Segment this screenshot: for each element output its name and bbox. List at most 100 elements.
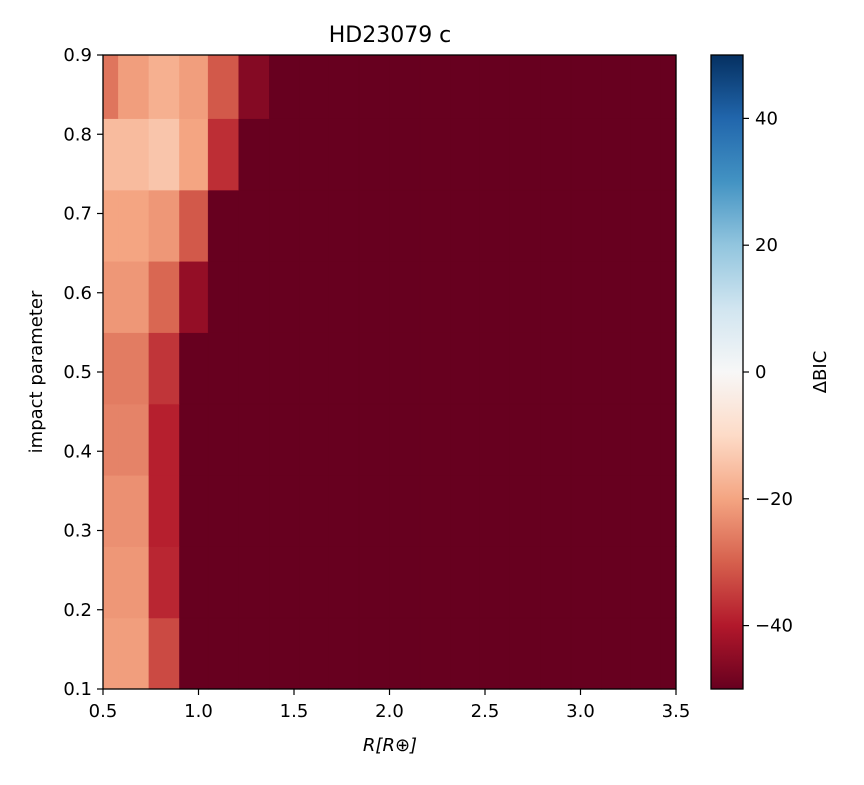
heatmap-cell — [601, 189, 631, 262]
heatmap-cell — [299, 474, 329, 547]
chart-title: HD23079 c — [329, 23, 452, 48]
heatmap-cell — [179, 546, 209, 619]
y-axis-label: impact parameter — [26, 290, 47, 453]
heatmap-cell — [509, 617, 541, 690]
heatmap-cell — [148, 332, 180, 405]
heatmap-cell — [118, 332, 150, 405]
colorbar — [710, 54, 744, 690]
colorbar-tick-label: 0 — [755, 362, 766, 383]
heatmap-cell — [299, 118, 329, 191]
heatmap-cell — [358, 546, 391, 619]
heatmap-cell — [238, 332, 270, 405]
heatmap-cell — [328, 54, 360, 119]
heatmap-cell — [148, 617, 180, 690]
x-tick-label: 1.5 — [280, 701, 309, 722]
heatmap-cell — [148, 189, 180, 262]
heatmap-cell — [358, 617, 391, 690]
heatmap-cell — [419, 546, 452, 619]
heatmap-cell — [148, 474, 180, 547]
heatmap-cell — [358, 54, 391, 119]
heatmap-cell — [238, 403, 270, 476]
heatmap-cell — [179, 189, 209, 262]
heatmap-cell — [358, 332, 391, 405]
heatmap-cell — [389, 332, 421, 405]
heatmap-cell — [570, 54, 603, 119]
heatmap-cell — [509, 403, 541, 476]
heatmap-cell — [479, 260, 511, 333]
heatmap-cell — [102, 617, 119, 690]
heatmap-cell — [118, 403, 150, 476]
heatmap-cell — [358, 260, 391, 333]
y-axis-ticks: 0.1 0.2 0.3 0.4 0.5 0.6 0.7 0.8 0.9 — [63, 45, 103, 700]
heatmap-cell — [660, 260, 677, 333]
heatmap-cell — [601, 260, 631, 333]
heatmap-cell — [509, 332, 541, 405]
heatmap-cell — [299, 403, 329, 476]
y-tick-label: 0.1 — [63, 679, 92, 700]
heatmap-cell — [389, 546, 421, 619]
heatmap-cell — [479, 118, 511, 191]
heatmap-cell — [358, 118, 391, 191]
heatmap-cell — [207, 474, 240, 547]
heatmap-cell — [238, 474, 270, 547]
heatmap-cell — [509, 189, 541, 262]
heatmap-cell — [660, 54, 677, 119]
heatmap-cell — [479, 617, 511, 690]
heatmap-cell — [660, 403, 677, 476]
heatmap-cell — [328, 617, 360, 690]
heatmap-cell — [479, 474, 511, 547]
y-tick-label: 0.7 — [63, 204, 92, 225]
heatmap-cell — [118, 546, 150, 619]
heatmap-cell — [450, 118, 480, 191]
heatmap-cell — [148, 260, 180, 333]
heatmap-cell — [570, 474, 603, 547]
heatmap-cell — [450, 403, 480, 476]
heatmap-cell — [269, 403, 301, 476]
heatmap-cell — [479, 54, 511, 119]
x-tick-label: 3.0 — [566, 701, 595, 722]
heatmap-cell — [269, 118, 301, 191]
colorbar-tick-label: −20 — [755, 489, 793, 510]
x-axis-label: R[R⊕] — [363, 735, 417, 756]
heatmap-cell — [540, 474, 572, 547]
heatmap-cell — [630, 332, 662, 405]
heatmap-cell — [419, 332, 452, 405]
heatmap-cell — [102, 403, 119, 476]
heatmap-cell — [630, 617, 662, 690]
y-tick-label: 0.8 — [63, 124, 92, 145]
heatmap-cell — [269, 474, 301, 547]
heatmap-cell — [118, 118, 150, 191]
heatmap-cell — [179, 260, 209, 333]
heatmap-cell — [358, 474, 391, 547]
heatmap-cell — [630, 118, 662, 191]
heatmap-cell — [328, 118, 360, 191]
heatmap-cell — [102, 474, 119, 547]
heatmap-cell — [450, 546, 480, 619]
heatmap-cell — [102, 189, 119, 262]
heatmap-cell — [299, 617, 329, 690]
heatmap-cell — [102, 118, 119, 191]
heatmap-cell — [299, 54, 329, 119]
colorbar-ticks: −40 −20 0 20 40 — [743, 108, 793, 637]
heatmap-cell — [630, 189, 662, 262]
heatmap-cell — [570, 260, 603, 333]
colorbar-tick-label: −40 — [755, 616, 793, 637]
heatmap-cell — [269, 546, 301, 619]
heatmap-cell — [509, 54, 541, 119]
heatmap-cell — [389, 617, 421, 690]
y-tick-label: 0.6 — [63, 283, 92, 304]
heatmap-cell — [389, 403, 421, 476]
y-tick-label: 0.5 — [63, 362, 92, 383]
heatmap-cell — [269, 332, 301, 405]
heatmap-cell — [540, 332, 572, 405]
heatmap-cell — [479, 189, 511, 262]
heatmap-cell — [207, 118, 240, 191]
x-tick-label: 0.5 — [89, 701, 118, 722]
heatmap-cell — [509, 118, 541, 191]
heatmap-cell — [179, 332, 209, 405]
x-tick-label: 2.0 — [375, 701, 404, 722]
heatmap-cell — [540, 118, 572, 191]
heatmap-cell — [238, 546, 270, 619]
heatmap-cell — [207, 54, 240, 119]
